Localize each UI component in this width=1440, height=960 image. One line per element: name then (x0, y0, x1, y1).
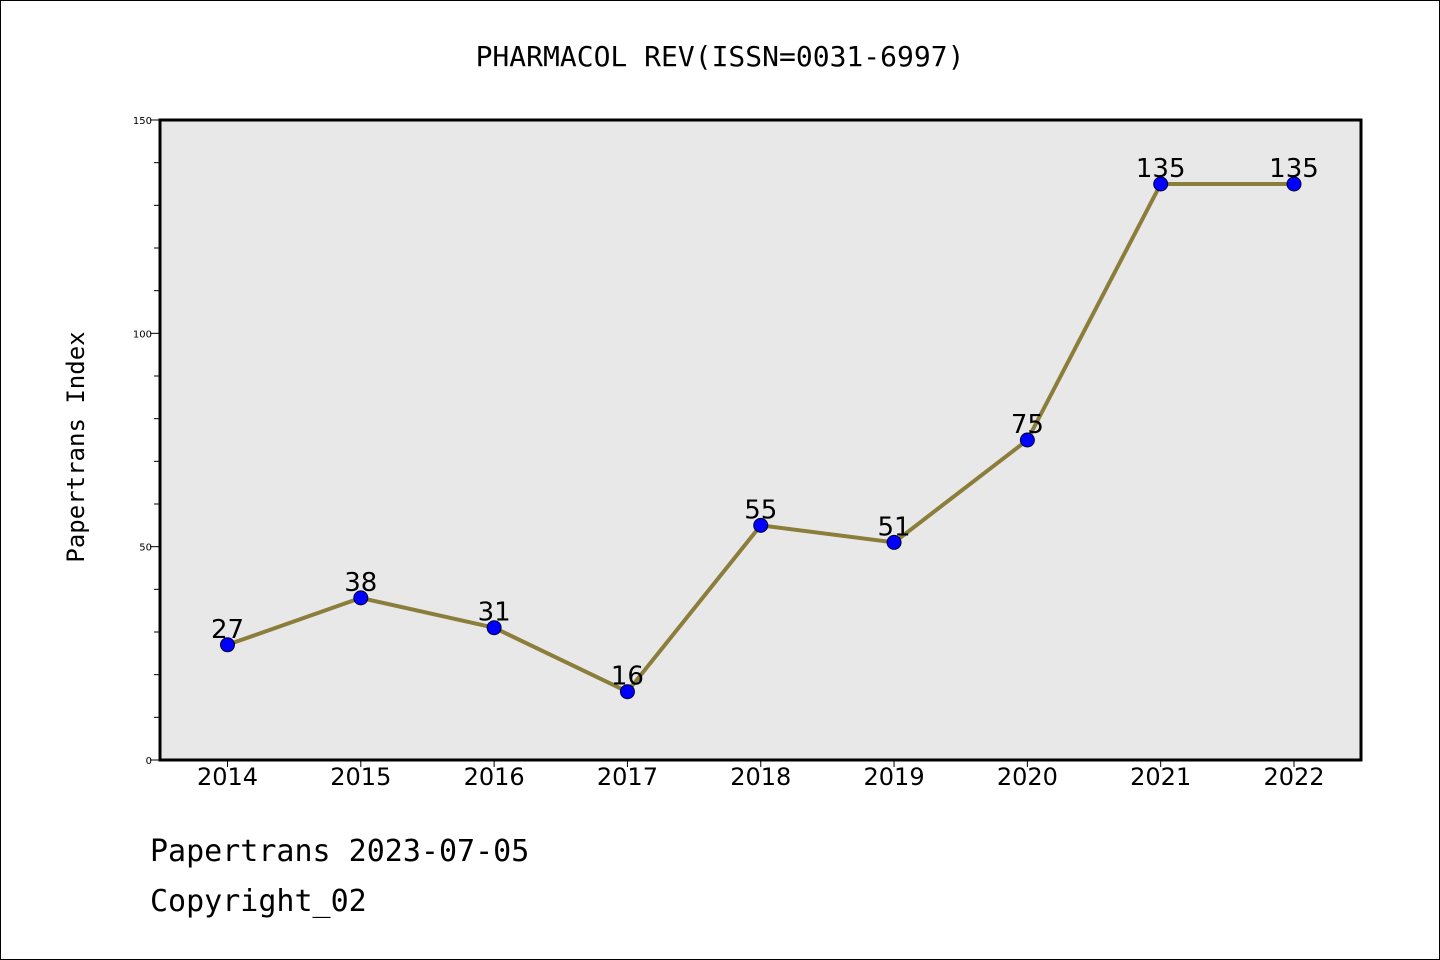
x-tick-label: 2015 (330, 763, 391, 791)
y-tick-label: 50 (139, 543, 152, 554)
footer-date: Papertrans 2023-07-05 (150, 834, 530, 869)
data-labels: 27 38 31 16 55 51 75 135 135 (211, 154, 1319, 692)
data-point (619, 684, 635, 700)
x-tick-label: 2014 (197, 763, 258, 791)
data-label: 135 (1269, 154, 1319, 184)
data-label: 55 (744, 495, 777, 525)
data-point (353, 590, 369, 606)
data-point (486, 620, 502, 636)
x-axis: 2014 2015 2016 2017 2018 2019 2020 2021 2022 (197, 760, 1325, 791)
data-point (1019, 432, 1035, 448)
data-label: 38 (344, 568, 377, 598)
x-tick-label: 2020 (997, 763, 1058, 791)
data-label: 16 (611, 662, 644, 692)
x-tick-label: 2021 (1130, 763, 1191, 791)
x-tick-label: 2019 (864, 763, 925, 791)
data-point (753, 517, 769, 533)
data-point (1153, 176, 1169, 192)
y-axis: 0 50 100 150 (133, 116, 160, 767)
data-label: 27 (211, 615, 244, 645)
x-tick-label: 2022 (1263, 763, 1324, 791)
data-point (220, 637, 235, 653)
x-tick-label: 2016 (464, 763, 525, 791)
y-tick-label: 100 (133, 329, 152, 340)
data-label: 75 (1011, 410, 1044, 440)
y-tick-label: 150 (133, 116, 152, 127)
chart-title: PHARMACOL REV(ISSN=0031-6997) (476, 40, 965, 73)
data-markers (220, 176, 1302, 700)
data-label: 135 (1136, 154, 1186, 184)
y-axis-label: Papertrans Index (62, 331, 90, 562)
data-label: 51 (878, 512, 911, 542)
x-tick-label: 2018 (730, 763, 791, 791)
plot-area (158, 118, 1363, 762)
x-tick-label: 2017 (597, 763, 658, 791)
footer-copyright: Copyright_02 (150, 884, 367, 919)
data-point (1286, 176, 1302, 192)
data-label: 31 (478, 598, 511, 628)
data-point (886, 534, 902, 550)
y-tick-label: 0 (146, 756, 152, 767)
